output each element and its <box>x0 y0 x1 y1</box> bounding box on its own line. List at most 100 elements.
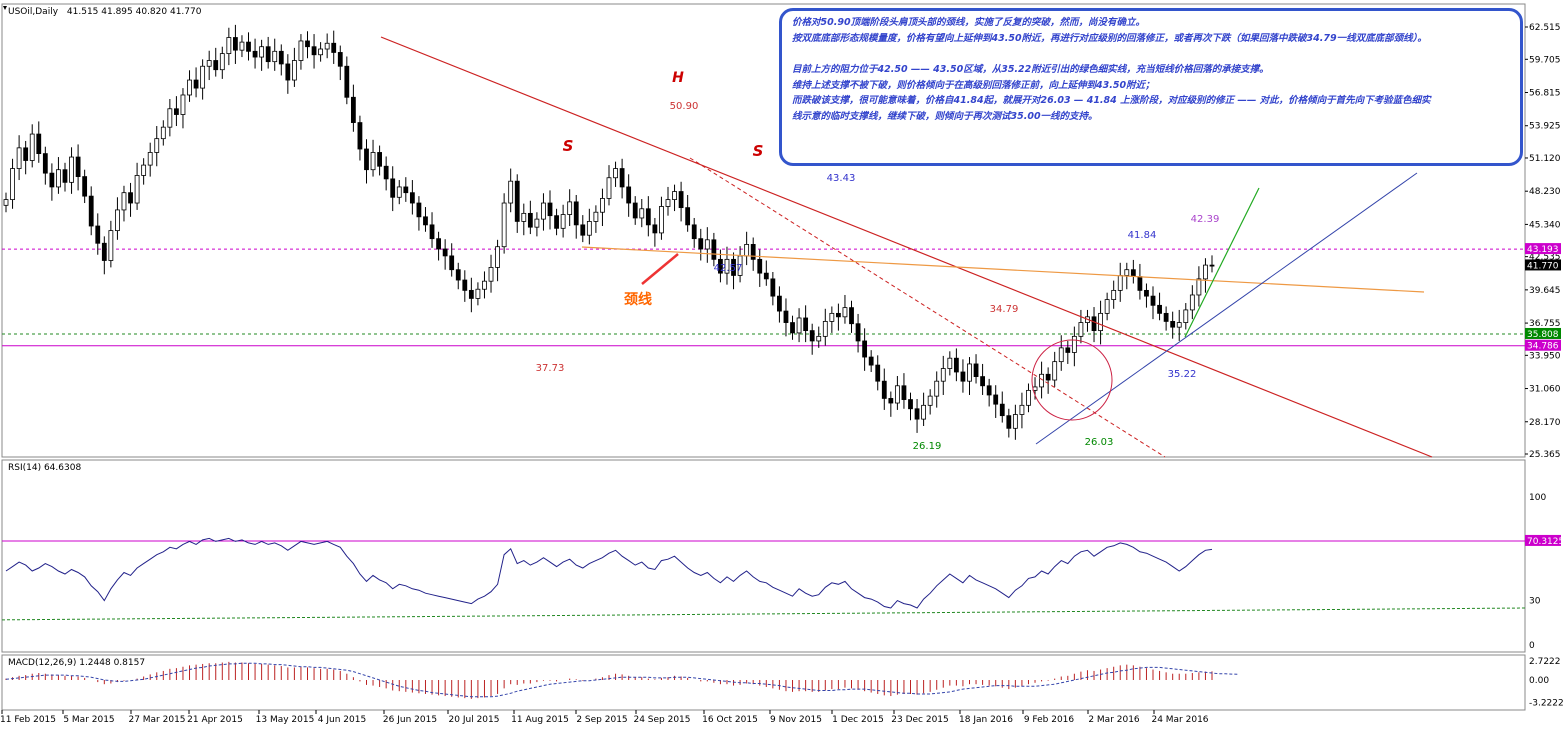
candle-body <box>56 169 61 188</box>
candle-body <box>488 266 494 282</box>
price-tick-label: 48.230 <box>1529 187 1561 197</box>
rsi-line <box>5 537 1213 609</box>
axis-layer: 62.515 59.705 56.815 53.925 51.120 48.230 45.3… <box>0 23 1563 725</box>
price-tick-label: 53.925 <box>1529 122 1561 132</box>
candle-body <box>147 152 153 166</box>
candle-body <box>999 403 1005 417</box>
candle-body <box>1078 322 1084 337</box>
candle-body <box>718 258 723 274</box>
candle-body <box>259 46 265 58</box>
candle-body <box>521 212 527 222</box>
candle-body <box>95 225 101 244</box>
candle-body <box>305 40 310 48</box>
candle-body <box>849 307 854 325</box>
candle-body <box>239 41 245 51</box>
candle-body <box>947 357 953 369</box>
candle-body <box>1144 289 1149 297</box>
chart-annotation: 26.19 <box>913 441 942 452</box>
candle-body <box>344 65 350 98</box>
candle-body <box>698 238 704 250</box>
date-tick-label: 4 Jun 2015 <box>318 715 366 725</box>
candle-body <box>429 224 435 240</box>
candle-body <box>777 295 782 312</box>
candle-body <box>128 192 133 204</box>
candle-body <box>364 148 369 171</box>
candle-body <box>1058 347 1064 363</box>
candle-body <box>914 408 920 420</box>
candle-body <box>731 258 736 276</box>
chart-annotation: 50.90 <box>670 101 699 112</box>
candle-body <box>1183 309 1189 323</box>
candle-body <box>285 63 291 81</box>
price-tick-label: 62.515 <box>1529 23 1561 33</box>
candle-body <box>49 172 55 188</box>
rsi-tick-label: 0 <box>1529 641 1535 651</box>
candle-body <box>370 152 376 171</box>
support-trendline <box>1035 172 1418 445</box>
candle-body <box>626 186 632 204</box>
candle-body <box>350 96 356 123</box>
collapse-triangle-icon[interactable] <box>3 6 7 10</box>
candle-body <box>501 202 507 248</box>
candle-body <box>1104 299 1110 314</box>
chart-annotation: 35.22 <box>1168 369 1197 380</box>
note-line-7: 线示意的临时支撑线，继续下破，则倾向于再次测试35.00一线的支持。 <box>792 110 1098 122</box>
rsi-level-label: 70.3125 <box>1527 537 1563 547</box>
candle-body <box>1012 414 1018 429</box>
chart-annotation: 颈线 <box>623 291 652 308</box>
note-line-1: 价格对50.90顶端阶段头肩顶头部的颈线，实施了反复的突破，然而，尚没有确立。 <box>792 17 1146 28</box>
candle-body <box>69 156 74 183</box>
candle-body <box>101 242 107 261</box>
candle-body <box>744 244 750 257</box>
candle-body <box>1039 373 1044 388</box>
candle-body <box>193 79 199 89</box>
candle-body <box>396 186 402 198</box>
price-tag-box <box>1525 259 1561 271</box>
candle-body <box>318 48 324 56</box>
candle-body <box>377 152 382 167</box>
candle-body <box>416 202 422 218</box>
candle-body <box>495 246 500 268</box>
candle-body <box>1091 316 1097 332</box>
candle-body <box>632 202 638 219</box>
price-tick-label: 51.120 <box>1529 154 1561 164</box>
resistance-trendline <box>380 36 1433 458</box>
price-title: USOil,Daily 41.515 41.895 40.820 41.770 <box>8 7 202 17</box>
candle-body <box>121 192 127 211</box>
candle-body <box>750 244 756 260</box>
price-tag-label: 34.786 <box>1527 342 1559 352</box>
macd-layer <box>5 661 1239 699</box>
note-spacer <box>792 46 1510 62</box>
macd-signal-line <box>5 662 1239 698</box>
macd-title: MACD(12,26,9) 1.2448 0.8157 <box>8 658 145 668</box>
price-tag-box <box>1525 243 1561 255</box>
chart-annotation: 42.57 <box>714 263 743 274</box>
candle-body <box>960 371 966 382</box>
candle-body <box>665 199 671 207</box>
price-tick-label: 31.060 <box>1529 385 1561 395</box>
candle-body <box>213 60 219 71</box>
macd-pane <box>1 654 1526 711</box>
candle-body <box>901 385 907 400</box>
candle-body <box>174 108 179 115</box>
price-tick-label: 42.535 <box>1529 253 1561 263</box>
chart-annotation: 26.03 <box>1085 437 1114 448</box>
candle-body <box>560 214 566 229</box>
candle-body <box>606 177 612 199</box>
candle-body <box>783 310 789 323</box>
candle-body <box>639 208 645 219</box>
date-tick-label: 11 Feb 2015 <box>0 715 56 725</box>
candle-body <box>659 206 664 234</box>
chart-annotation: H <box>672 70 684 86</box>
candle-body <box>390 178 396 198</box>
date-tick-label: 16 Oct 2015 <box>702 715 758 725</box>
candle-body <box>298 40 304 61</box>
candle-body <box>1026 389 1031 406</box>
price-tag-box <box>1525 327 1561 339</box>
date-tick-label: 23 Dec 2015 <box>891 715 949 725</box>
date-tick-label: 5 Mar 2015 <box>63 715 114 725</box>
macd-tick-label: -3.2222 <box>1529 698 1563 708</box>
candle-body <box>1130 269 1136 277</box>
date-tick-label: 27 Mar 2015 <box>128 715 185 725</box>
candle-body <box>613 168 618 179</box>
